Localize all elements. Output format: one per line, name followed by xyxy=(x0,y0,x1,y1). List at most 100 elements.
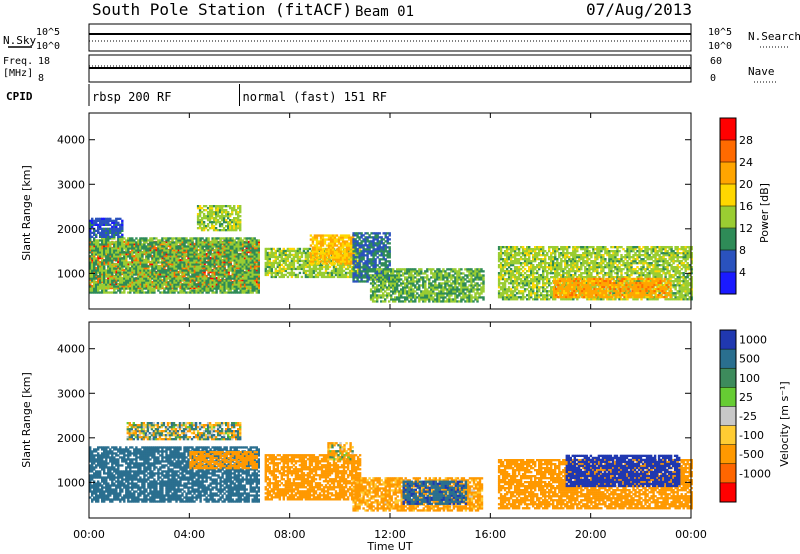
heatmap-cell xyxy=(121,268,124,272)
heatmap-cell xyxy=(366,272,369,275)
heatmap-cell xyxy=(91,260,94,264)
heatmap-cell xyxy=(163,242,166,246)
heatmap-cell xyxy=(284,273,287,277)
heatmap-cell xyxy=(213,251,216,254)
heatmap-cell xyxy=(95,249,98,252)
heatmap-cell xyxy=(243,251,246,254)
heatmap-cell xyxy=(117,233,120,236)
heatmap-cell xyxy=(364,242,367,245)
heatmap-cell xyxy=(103,223,106,226)
heatmap-cell xyxy=(107,239,110,242)
heatmap-cell xyxy=(109,273,112,276)
heatmap-cell xyxy=(155,263,158,266)
heatmap-cell xyxy=(163,271,166,274)
heatmap-cell xyxy=(358,264,361,267)
heatmap-cell xyxy=(203,285,206,288)
date-label: 07/Aug/2013 xyxy=(586,0,692,19)
heatmap-cell xyxy=(131,260,134,264)
heatmap-cell xyxy=(117,221,120,224)
heatmap-cell xyxy=(97,276,100,280)
heatmap-cell xyxy=(237,217,240,220)
heatmap-cell xyxy=(115,281,118,284)
heatmap-cell xyxy=(161,246,164,250)
heatmap-cell xyxy=(327,254,331,257)
heatmap-cell xyxy=(111,286,114,290)
heatmap-cell xyxy=(159,242,162,246)
heatmap-cell xyxy=(354,270,357,273)
heatmap-cell xyxy=(89,285,92,288)
heatmap-cell xyxy=(323,260,327,263)
heatmap-cell xyxy=(290,269,294,273)
heatmap-cell xyxy=(223,239,226,242)
heatmap-cell xyxy=(181,246,184,250)
heatmap-cell xyxy=(129,272,132,276)
heatmap-cell xyxy=(354,272,357,275)
heatmap-cell xyxy=(215,289,218,292)
heatmap-cell xyxy=(257,245,260,248)
heatmap-cell xyxy=(245,246,248,250)
heatmap-cell xyxy=(366,254,369,257)
heatmap-cell xyxy=(231,211,234,214)
heatmap-cell xyxy=(366,264,369,267)
heatmap-cell xyxy=(109,245,112,248)
heatmap-cell xyxy=(97,262,100,266)
heatmap-cell xyxy=(245,253,248,256)
heatmap-cell xyxy=(151,280,154,284)
heatmap-cell xyxy=(255,268,258,272)
heatmap-cell xyxy=(93,239,96,242)
heatmap-cell xyxy=(107,237,110,240)
heatmap-cell xyxy=(107,253,110,256)
heatmap-cell xyxy=(163,261,166,264)
heatmap-cell xyxy=(239,237,242,240)
heatmap-cell xyxy=(356,240,359,243)
heatmap-cell xyxy=(306,257,310,261)
heatmap-cell xyxy=(222,229,226,232)
heatmap-cell xyxy=(179,275,182,278)
heatmap-cell xyxy=(111,273,114,276)
heatmap-cell xyxy=(233,267,236,270)
heatmap-cell xyxy=(200,211,204,214)
heatmap-cell xyxy=(199,275,202,278)
heatmap-cell xyxy=(187,282,190,286)
heatmap-cell xyxy=(169,254,172,258)
heatmap-cell xyxy=(211,289,214,292)
heatmap-cell xyxy=(239,249,242,252)
heatmap-cell xyxy=(209,267,212,270)
heatmap-cell xyxy=(266,273,269,277)
heatmap-cell xyxy=(288,255,292,259)
heatmap-cell xyxy=(115,225,118,228)
heatmap-cell xyxy=(237,278,240,282)
heatmap-cell xyxy=(227,272,230,276)
heatmap-cell xyxy=(352,258,355,261)
heatmap-cell xyxy=(312,269,316,273)
heatmap-cell xyxy=(211,242,214,246)
heatmap-cell xyxy=(227,249,230,252)
heatmap-cell xyxy=(165,240,168,244)
heatmap-cell xyxy=(95,263,98,266)
heatmap-cell xyxy=(227,211,230,214)
heatmap-cell xyxy=(205,249,208,252)
heatmap-cell xyxy=(235,279,238,282)
heatmap-cell xyxy=(89,265,92,268)
heatmap-cell xyxy=(113,276,116,280)
heatmap-cell xyxy=(340,267,344,271)
heatmap-cell xyxy=(352,268,355,271)
heatmap-cell xyxy=(137,263,140,266)
heatmap-cell xyxy=(210,207,214,210)
heatmap-cell xyxy=(163,291,166,294)
heatmap-cell xyxy=(175,274,178,278)
heatmap-cell xyxy=(113,271,116,274)
heatmap-cell xyxy=(113,235,116,238)
heatmap-cell xyxy=(187,279,190,282)
heatmap-cell xyxy=(125,241,128,244)
heatmap-cell xyxy=(249,246,252,250)
heatmap-cell xyxy=(220,213,224,216)
heatmap-cell xyxy=(167,283,170,286)
heatmap-cell xyxy=(247,267,250,270)
heatmap-cell xyxy=(210,209,214,212)
heatmap-cell xyxy=(380,240,383,243)
heatmap-cell xyxy=(143,283,146,286)
heatmap-cell xyxy=(222,211,226,214)
heatmap-cell xyxy=(111,285,114,288)
heatmap-cell xyxy=(215,279,218,282)
